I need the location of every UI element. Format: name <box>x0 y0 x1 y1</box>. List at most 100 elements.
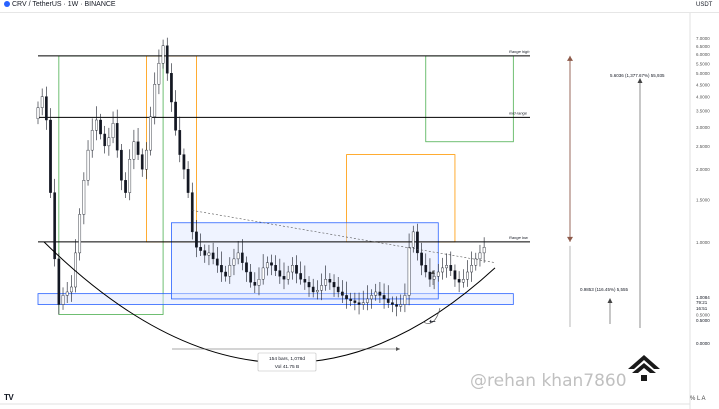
y-tick-label-0: 0.5000 <box>696 312 710 317</box>
y-tick-label-3: 2.0000 <box>696 167 710 172</box>
y-tick-label-9: 5.0000 <box>696 71 710 76</box>
candle-body-93 <box>424 265 428 273</box>
candle-body-77 <box>357 302 361 305</box>
candle-body-19 <box>115 123 119 151</box>
candle-body-51 <box>249 271 252 283</box>
candle-body-84 <box>386 298 390 303</box>
candle-body-1 <box>40 96 44 108</box>
symbol-title[interactable]: CRV / TetherUS · 1W · BINANCE <box>4 1 116 8</box>
candle-body-83 <box>382 295 386 300</box>
price-label-0: 1.0084 <box>696 295 710 300</box>
projection-curve <box>422 307 441 324</box>
candle-body-79 <box>366 298 369 303</box>
candle-body-3 <box>49 119 52 193</box>
candle-body-18 <box>111 123 115 138</box>
candle-body-26 <box>145 149 148 170</box>
tradingview-logo[interactable]: TV <box>4 393 14 402</box>
candle-body-91 <box>416 231 419 254</box>
candle-body-90 <box>411 231 415 248</box>
candle-body-37 <box>190 192 194 233</box>
candle-body-20 <box>120 149 123 181</box>
candle-body-24 <box>136 141 140 155</box>
candle-body-107 <box>482 247 486 254</box>
candle-body-71 <box>332 282 336 288</box>
candle-body-72 <box>336 286 340 293</box>
candle-body-10 <box>78 214 82 254</box>
trend-line <box>192 210 496 263</box>
candle-body-58 <box>278 270 282 277</box>
left-arrow-glyph: ← <box>429 317 436 326</box>
zone-box-green-2 <box>425 55 514 143</box>
candle-body-55 <box>265 262 269 269</box>
candle-body-21 <box>124 180 127 193</box>
candle-body-12 <box>86 149 90 181</box>
candle-body-85 <box>391 302 394 305</box>
candle-body-8 <box>70 286 73 293</box>
candle-body-82 <box>378 291 382 296</box>
axis-controls[interactable]: % L A <box>690 396 706 402</box>
candle-body-102 <box>461 279 465 283</box>
candle-body-106 <box>478 252 482 260</box>
y-tick-label-2: 1.5000 <box>696 197 710 202</box>
candle-body-27 <box>149 116 152 151</box>
y-tick-label-11: 6.0000 <box>696 52 710 57</box>
candle-body-34 <box>178 130 182 155</box>
candle-body-13 <box>90 130 94 151</box>
y-tick-label-10: 5.5000 <box>696 61 710 66</box>
candle-body-11 <box>82 180 86 215</box>
candle-body-101 <box>457 279 461 283</box>
measure-volume-label: Vol 41.75 B <box>275 364 300 370</box>
y-tick-label-8: 4.5000 <box>696 82 710 87</box>
candle-body-60 <box>286 271 290 280</box>
candle-body-39 <box>199 247 202 251</box>
candle-body-88 <box>403 295 407 305</box>
candle-body-78 <box>361 302 365 305</box>
large-up-arrowhead <box>637 78 643 83</box>
candle-body-56 <box>270 262 273 266</box>
y-tick-label-7: 4.0000 <box>696 95 710 100</box>
candle-body-33 <box>174 101 177 131</box>
candle-body-80 <box>370 295 373 300</box>
level-label-0: Range high <box>509 49 530 54</box>
candle-body-43 <box>215 258 219 266</box>
candle-body-14 <box>95 119 98 131</box>
candle-body-44 <box>220 265 223 273</box>
candle-body-29 <box>157 63 161 85</box>
candle-body-50 <box>245 262 248 273</box>
candle-body-63 <box>299 273 303 280</box>
candle-body-75 <box>349 298 353 301</box>
candle-body-2 <box>44 96 48 121</box>
candle-body-67 <box>316 290 319 293</box>
watermark-logo-icon <box>628 355 660 381</box>
chart-header: CRV / TetherUS · 1W · BINANCE USDT <box>0 0 719 13</box>
candle-body-64 <box>303 279 307 283</box>
range-height-arrowhead-top <box>567 55 573 61</box>
candle-body-41 <box>207 252 211 256</box>
y-tick-label-12: 6.5000 <box>696 44 710 49</box>
symbol-text: CRV / TetherUS · 1W · BINANCE <box>12 1 116 8</box>
candle-body-15 <box>99 119 102 135</box>
candle-body-32 <box>170 73 173 103</box>
candle-body-47 <box>232 258 236 266</box>
currency-label[interactable]: USDT <box>696 2 713 8</box>
candle-body-81 <box>374 291 378 296</box>
candle-body-87 <box>399 304 403 307</box>
candle-body-69 <box>324 279 328 286</box>
level-label-2: Range low <box>509 235 529 240</box>
y-tick-label-1: 1.0000 <box>696 240 710 245</box>
candle-body-28 <box>153 84 157 117</box>
measure-label-box <box>257 352 317 372</box>
candle-body-52 <box>253 282 257 286</box>
candle-body-45 <box>224 271 227 277</box>
price-label-1: 79:21 <box>696 300 708 305</box>
candle-body-48 <box>236 252 240 260</box>
candle-body-4 <box>53 192 57 260</box>
candle-body-66 <box>311 286 315 293</box>
candle-body-100 <box>453 270 457 280</box>
y-tick-label-5: 3.0000 <box>696 125 710 130</box>
candle-body-68 <box>320 285 323 291</box>
candle-body-0 <box>36 107 40 119</box>
y-tick-label-13: 7.0000 <box>696 36 710 41</box>
candle-body-7 <box>65 291 69 296</box>
